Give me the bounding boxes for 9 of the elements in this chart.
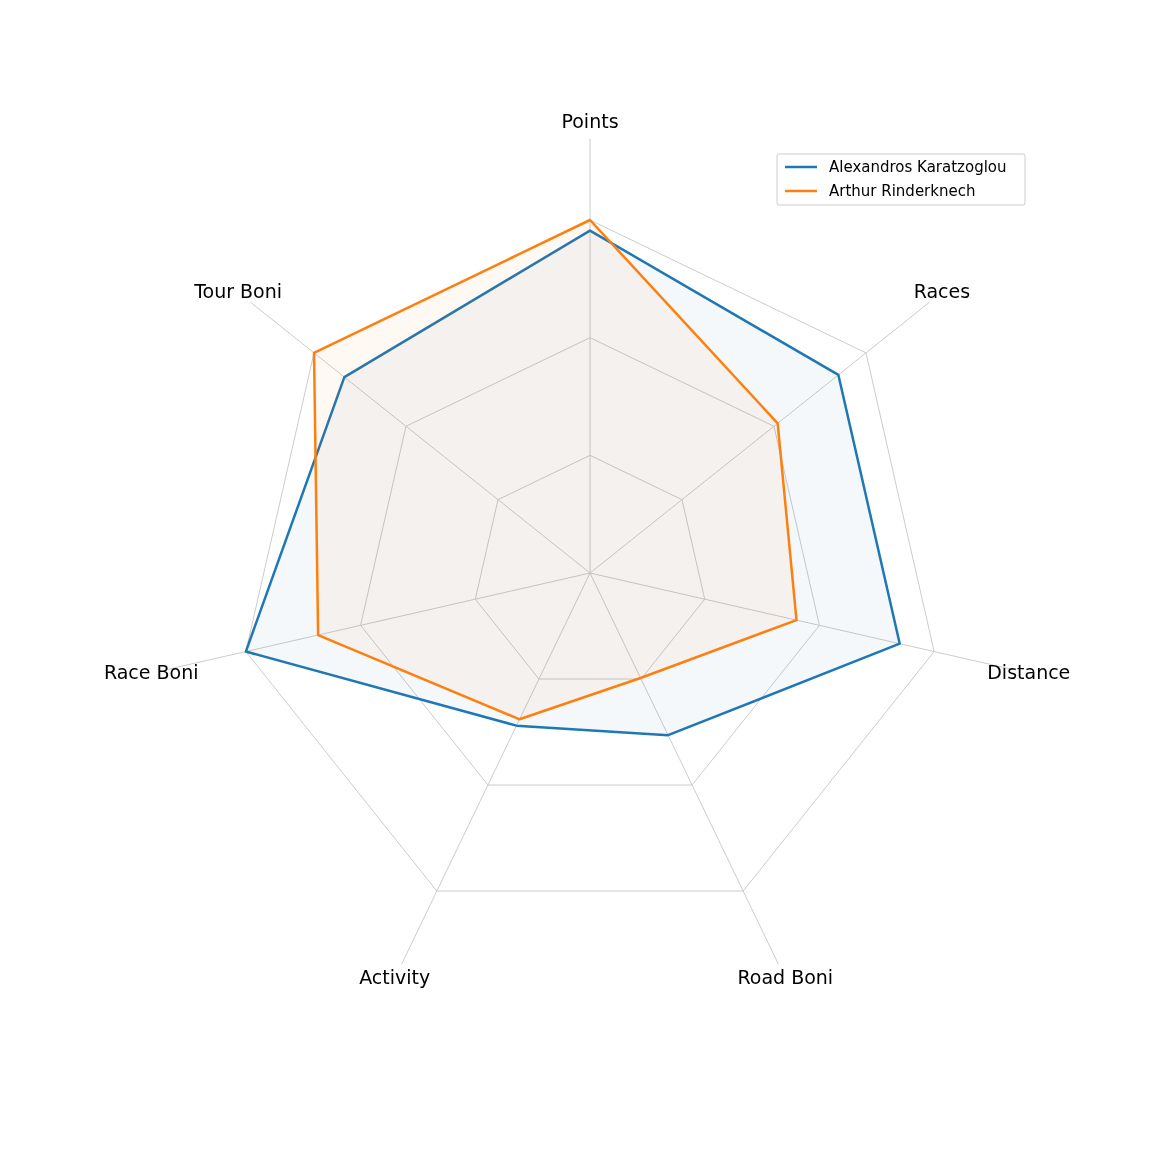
legend-label: Arthur Rinderknech bbox=[829, 181, 976, 200]
spoke-label: Activity bbox=[359, 966, 431, 988]
spoke-label: Road Boni bbox=[737, 966, 834, 988]
spoke-label: Race Boni bbox=[103, 660, 199, 683]
spoke-label: Points bbox=[561, 110, 619, 133]
spoke-label: Distance bbox=[987, 660, 1071, 683]
legend-label: Alexandros Karatzoglou bbox=[829, 157, 1007, 176]
spoke-label: Races bbox=[913, 279, 971, 302]
spoke-label: Tour Boni bbox=[193, 279, 283, 302]
